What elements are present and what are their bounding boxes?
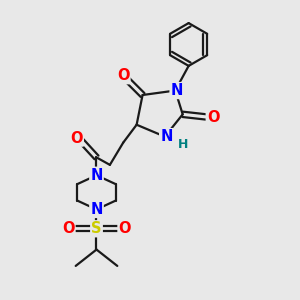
Text: O: O	[117, 68, 130, 83]
Text: O: O	[207, 110, 219, 125]
Text: N: N	[171, 83, 183, 98]
Text: S: S	[91, 221, 102, 236]
Text: H: H	[178, 138, 188, 151]
Text: N: N	[90, 202, 103, 217]
Text: O: O	[70, 130, 83, 146]
Text: N: N	[160, 129, 172, 144]
Text: O: O	[62, 221, 74, 236]
Text: N: N	[90, 168, 103, 183]
Text: O: O	[118, 221, 131, 236]
